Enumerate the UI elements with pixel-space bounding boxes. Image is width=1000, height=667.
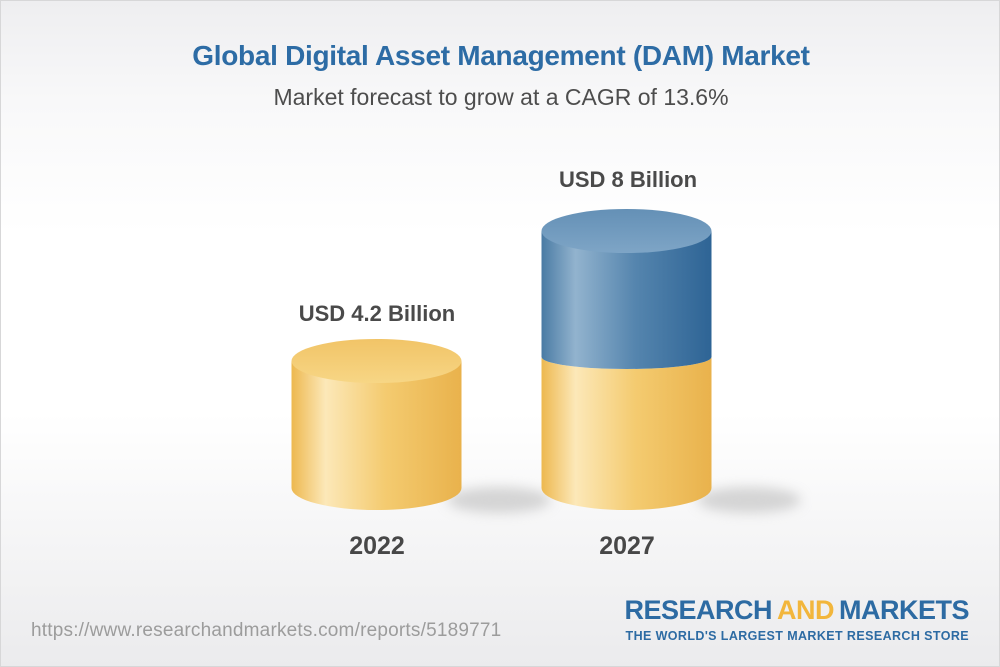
bar-2027-growth-segment — [541, 231, 712, 369]
category-label-2022: 2022 — [349, 532, 405, 560]
logo-tagline: THE WORLD'S LARGEST MARKET RESEARCH STOR… — [625, 629, 969, 643]
bar-2027-top-cap — [541, 209, 712, 253]
bar-2027-shadow — [697, 487, 801, 513]
logo-wordmark: RESEARCH AND MARKETS — [624, 597, 969, 624]
research-and-markets-logo: RESEARCH AND MARKETS THE WORLD'S LARGEST M… — [624, 597, 969, 643]
bar-2027-base-segment — [541, 357, 712, 510]
category-label-2027: 2027 — [599, 532, 655, 560]
bar-2022-shadow — [447, 487, 551, 513]
logo-word-markets: MARKETS — [839, 595, 970, 625]
logo-word-research: RESEARCH — [624, 595, 772, 625]
value-label-2022: USD 4.2 Billion — [298, 301, 456, 326]
chart-header: Global Digital Asset Management (DAM) Ma… — [1, 40, 999, 110]
chart-subtitle: Market forecast to grow at a CAGR of 13.… — [273, 84, 729, 110]
chart-title: Global Digital Asset Management (DAM) Ma… — [192, 40, 810, 71]
value-label-2027: USD 8 Billion — [558, 167, 698, 192]
source-url-link[interactable]: https://www.researchandmarkets.com/repor… — [31, 620, 502, 641]
logo-word-and: AND — [777, 595, 835, 625]
bar-2027-cylinder — [541, 209, 712, 510]
bar-2022-cylinder — [291, 339, 462, 510]
